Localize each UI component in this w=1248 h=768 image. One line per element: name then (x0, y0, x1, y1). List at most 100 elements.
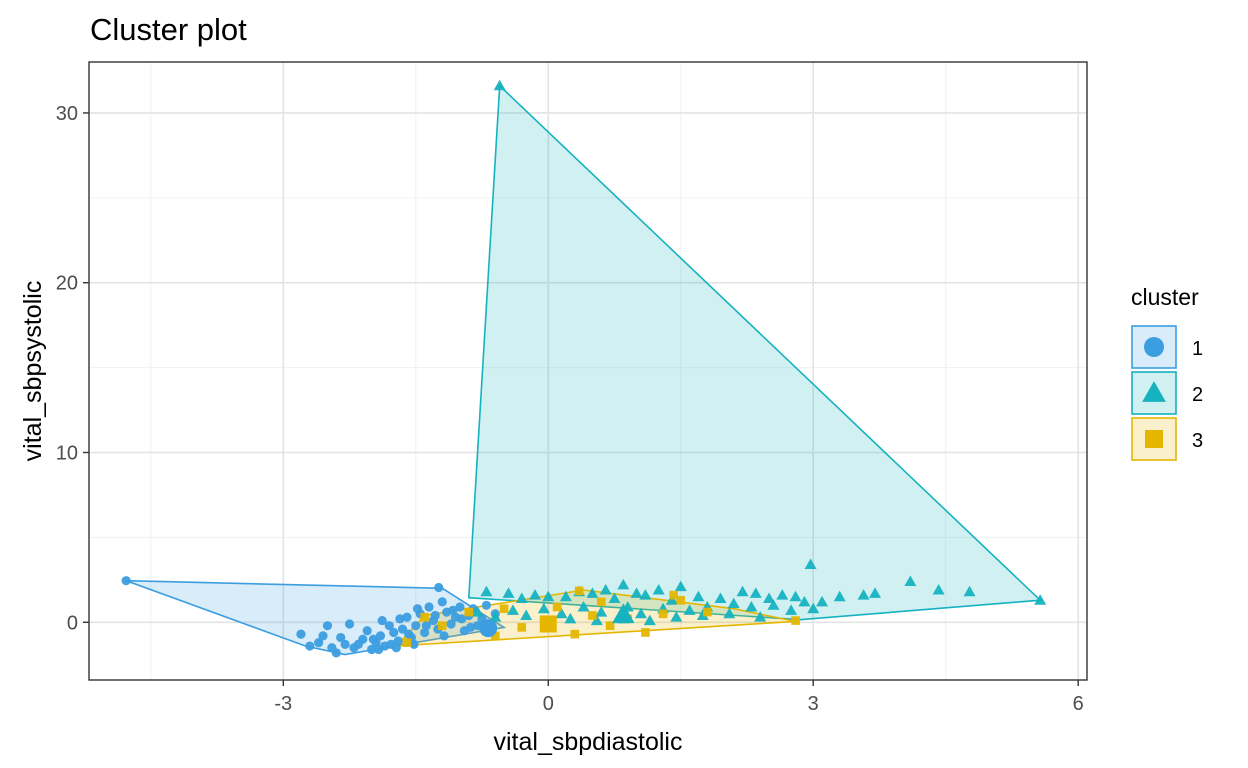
cluster-2-point (767, 599, 780, 610)
cluster-2-point (608, 592, 621, 604)
legend-label-2: 2 (1192, 384, 1203, 406)
cluster-1-point (421, 621, 431, 631)
cluster-2-point (804, 558, 817, 570)
cluster-1-point (409, 639, 419, 649)
legend: cluster 1 2 3 (1131, 284, 1203, 461)
cluster-1-point (377, 615, 387, 626)
cluster-2-point (1034, 594, 1047, 605)
cluster-1-point (340, 639, 350, 649)
cluster-3-point (702, 607, 712, 617)
cluster-2-point (520, 609, 533, 620)
panel-border (88, 61, 1088, 681)
cluster-3-point (570, 629, 580, 639)
cluster-1-point (368, 634, 378, 644)
cluster-1-center (479, 619, 498, 638)
cluster-1-point (455, 602, 465, 612)
cluster-2-point (869, 587, 882, 598)
cluster-2-point (798, 595, 811, 607)
cluster-2-point (749, 587, 762, 598)
cluster-2-point (670, 611, 683, 622)
legend-marker-1 (1144, 337, 1164, 357)
cluster-1-point (121, 576, 131, 586)
cluster-2-center (612, 603, 635, 624)
cluster-2-point (634, 607, 647, 619)
cluster-2-point (639, 589, 652, 600)
cluster-2-point (754, 611, 767, 622)
legend-marker-2 (1142, 381, 1166, 402)
cluster-2-point (932, 584, 945, 595)
cluster-1-point (395, 614, 405, 624)
cluster-3-point (676, 595, 686, 605)
cluster-1-point (437, 597, 447, 607)
cluster-3-point (658, 609, 668, 619)
cluster-3-point (669, 590, 678, 600)
cluster-2-point (723, 607, 736, 619)
cluster-1-point (430, 610, 440, 621)
cluster-2-point (595, 606, 608, 617)
cluster-2-point (963, 585, 976, 597)
cluster-1-point (374, 644, 384, 655)
cluster-2-point (643, 614, 656, 626)
cluster-2-point (555, 607, 568, 619)
cluster-2-point (480, 585, 493, 597)
cluster-1-point (411, 621, 421, 631)
cluster-2-point (489, 611, 502, 622)
cluster-2-point (617, 578, 630, 590)
cluster-1-point (322, 621, 333, 631)
cluster-2-point (904, 575, 917, 587)
cluster-2-point (789, 590, 802, 602)
cluster-2-point (471, 606, 484, 617)
cluster-3-point (490, 631, 500, 641)
cluster-2-point (714, 592, 727, 604)
cluster-1-point (402, 612, 412, 622)
cluster-3-center (539, 615, 557, 633)
data-points (121, 79, 1047, 658)
cluster-2-point (577, 600, 590, 612)
x-axis-title: vital_sbpdiastolic (494, 728, 683, 756)
cluster-3-point (402, 638, 412, 647)
legend-title: cluster (1131, 284, 1199, 310)
cluster-3-point (605, 621, 615, 630)
cluster-2-point (745, 600, 758, 612)
y-tick-label: 0 (67, 612, 78, 634)
cluster-1-point (367, 644, 377, 655)
cluster-2-point (785, 604, 798, 615)
cluster-1-point (296, 629, 306, 639)
panel-background (89, 62, 1087, 680)
grid-lines (89, 62, 1087, 680)
cluster-1-point (404, 629, 414, 639)
cluster-3-point (517, 623, 527, 632)
cluster-1-point (397, 624, 408, 634)
cluster-2-point (559, 590, 572, 602)
cluster-3-point (464, 607, 474, 617)
cluster-2-point (652, 584, 665, 595)
cluster-2-point (529, 589, 542, 600)
cluster-1-point (318, 631, 328, 641)
cluster-1-point (327, 643, 337, 653)
cluster-1-point (362, 626, 372, 636)
cluster-1-point (465, 622, 476, 632)
cluster-2-point (493, 79, 506, 91)
cluster-1-point (336, 632, 346, 643)
cluster-1-point (457, 614, 467, 624)
cluster-2-point (807, 602, 820, 614)
cluster-2-hull (467, 84, 1043, 621)
cluster-2-point (506, 604, 519, 615)
cluster-2-point (736, 585, 749, 597)
cluster-2-point (564, 612, 577, 624)
cluster-2-point (515, 592, 528, 604)
cluster-3-point (552, 602, 562, 612)
cluster-3-point (420, 612, 429, 622)
cluster-1-point (481, 600, 492, 610)
chart-title: Cluster plot (90, 12, 247, 47)
cluster-2-point (586, 587, 599, 598)
cluster-1-point (344, 619, 355, 629)
cluster-3-point (596, 597, 606, 607)
cluster-2-point (590, 614, 603, 626)
cluster-3-point (574, 586, 584, 596)
cluster-3-point (499, 604, 509, 613)
cluster-1-point (305, 641, 315, 651)
cluster-2-point (683, 604, 696, 615)
cluster-2-point (542, 590, 555, 602)
